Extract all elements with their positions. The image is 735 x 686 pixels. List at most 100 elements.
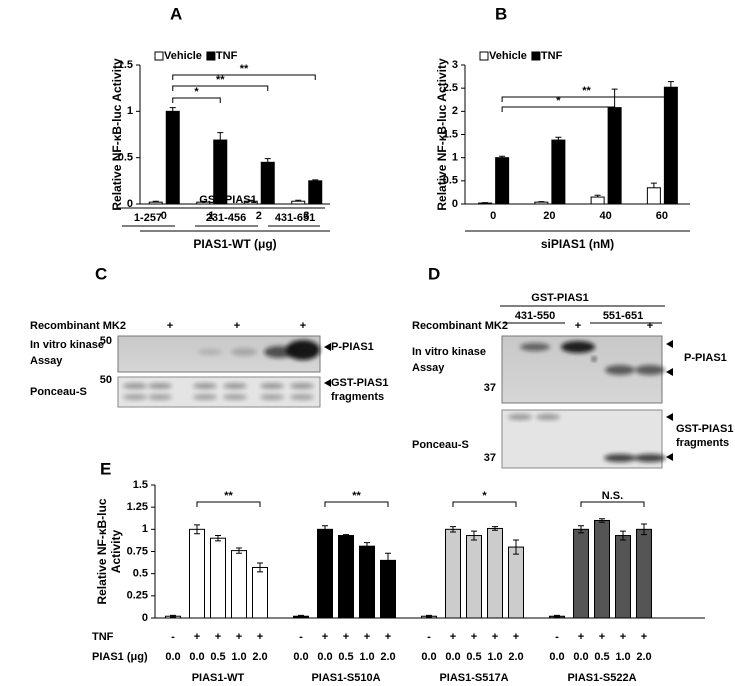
legend-label: TNF bbox=[216, 50, 238, 62]
dose-label: 0.0 bbox=[573, 651, 588, 663]
fragment-label: 431-651 bbox=[275, 212, 315, 224]
bar bbox=[646, 187, 661, 205]
dose-label: 0.0 bbox=[165, 651, 180, 663]
bar bbox=[594, 519, 610, 619]
mw-marker: 37 bbox=[484, 452, 496, 464]
error-bar bbox=[295, 199, 302, 202]
bar bbox=[551, 139, 566, 205]
assay-label: In vitro kinase bbox=[412, 346, 486, 358]
bar bbox=[260, 161, 275, 205]
plus-sign: + bbox=[167, 320, 173, 332]
error-bar bbox=[312, 179, 319, 181]
ponceau-blot bbox=[117, 376, 321, 408]
bar bbox=[252, 566, 268, 619]
fragment-label: 431-550 bbox=[515, 310, 555, 322]
dose-label: 1.0 bbox=[231, 651, 246, 663]
error-bar bbox=[513, 539, 519, 555]
error-bar bbox=[257, 562, 263, 573]
dose-label: 0.5 bbox=[594, 651, 609, 663]
group-label: PIAS1-S517A bbox=[439, 672, 508, 684]
bar bbox=[231, 550, 247, 619]
y-tick-label: 0 bbox=[127, 198, 133, 210]
blot-band bbox=[508, 414, 532, 420]
y-tick-label: 1.25 bbox=[127, 501, 148, 513]
error-bar bbox=[385, 552, 391, 568]
significance-label: ** bbox=[352, 490, 361, 502]
y-axis-label: Relative NF-κB-luc Activity bbox=[110, 58, 124, 211]
bar bbox=[663, 86, 678, 205]
tnf-label: - bbox=[171, 631, 175, 643]
error-bar bbox=[215, 535, 221, 542]
error-bar bbox=[611, 88, 618, 108]
y-tick-label: 0.5 bbox=[118, 152, 133, 164]
significance-bracket bbox=[452, 501, 517, 507]
bar bbox=[148, 201, 163, 205]
tnf-label: - bbox=[427, 631, 431, 643]
blot-band bbox=[223, 383, 247, 389]
error-bar bbox=[641, 523, 647, 536]
significance-bracket bbox=[196, 501, 261, 507]
row-label: PIAS1 (μg) bbox=[92, 651, 148, 663]
band-label: GST-PIAS1 bbox=[676, 423, 733, 435]
error-bar bbox=[599, 518, 605, 523]
y-tick-label: 1.5 bbox=[443, 128, 458, 140]
blot-band bbox=[561, 341, 595, 353]
y-tick-label: 0.25 bbox=[127, 590, 148, 602]
y-tick-label: 3 bbox=[452, 59, 458, 71]
bar bbox=[359, 545, 375, 619]
legend-label: TNF bbox=[541, 50, 563, 62]
x-tick-label: 20 bbox=[543, 210, 555, 222]
assay-label: In vitro kinase bbox=[30, 339, 104, 351]
x-tick-label: 60 bbox=[656, 210, 668, 222]
y-tick-label: 2 bbox=[452, 105, 458, 117]
blot-band bbox=[264, 346, 294, 358]
tnf-label: + bbox=[599, 631, 605, 643]
error-bar bbox=[650, 182, 657, 188]
significance-label: ** bbox=[582, 85, 591, 97]
error-bar bbox=[499, 155, 506, 158]
y-tick-label: 0.5 bbox=[133, 568, 148, 580]
y-tick-label: 1.5 bbox=[133, 479, 148, 491]
treatment-label: Recombinant MK2 bbox=[412, 320, 508, 332]
tnf-label: - bbox=[299, 631, 303, 643]
x-tick-label: 1 bbox=[208, 210, 214, 222]
plus-sign: + bbox=[234, 320, 240, 332]
dose-label: 0.0 bbox=[317, 651, 332, 663]
tnf-label: + bbox=[450, 631, 456, 643]
blot-band bbox=[231, 348, 257, 356]
error-bar bbox=[578, 525, 584, 534]
y-tick-label: 2.5 bbox=[443, 82, 458, 94]
x-axis-label: PIAS1-WT (μg) bbox=[193, 237, 276, 251]
bar bbox=[636, 528, 652, 619]
legend-label: Vehicle bbox=[489, 50, 527, 62]
bar bbox=[165, 110, 180, 205]
band-label: P-PIAS1 bbox=[331, 341, 374, 353]
tnf-label: + bbox=[215, 631, 221, 643]
bar bbox=[308, 180, 323, 205]
x-tick-label: 2 bbox=[256, 210, 262, 222]
x-tick-label: 3 bbox=[303, 210, 309, 222]
plus-sign: + bbox=[647, 320, 653, 332]
band-arrow bbox=[666, 368, 673, 376]
tnf-label: + bbox=[471, 631, 477, 643]
dose-label: 0.0 bbox=[293, 651, 308, 663]
treatment-label: Recombinant MK2 bbox=[30, 320, 126, 332]
tnf-label: + bbox=[385, 631, 391, 643]
legend-swatch bbox=[479, 51, 489, 61]
panel-letter: C bbox=[95, 264, 107, 283]
significance-bracket bbox=[580, 501, 645, 507]
panel-letter: B bbox=[495, 4, 507, 23]
bar bbox=[508, 546, 524, 619]
assay-label: Assay bbox=[412, 362, 445, 374]
y-tick-label: 0 bbox=[142, 612, 148, 624]
assay-label: Assay bbox=[30, 355, 63, 367]
legend-swatch bbox=[531, 51, 541, 61]
y-tick-label: 1 bbox=[127, 105, 133, 117]
dose-label: 0.5 bbox=[210, 651, 225, 663]
bar bbox=[291, 200, 306, 205]
blot-band bbox=[634, 454, 666, 462]
tnf-label: + bbox=[364, 631, 370, 643]
band-label: GST-PIAS1 bbox=[331, 377, 388, 389]
group-label: PIAS1-WT bbox=[192, 672, 245, 684]
band-arrow bbox=[666, 340, 673, 348]
